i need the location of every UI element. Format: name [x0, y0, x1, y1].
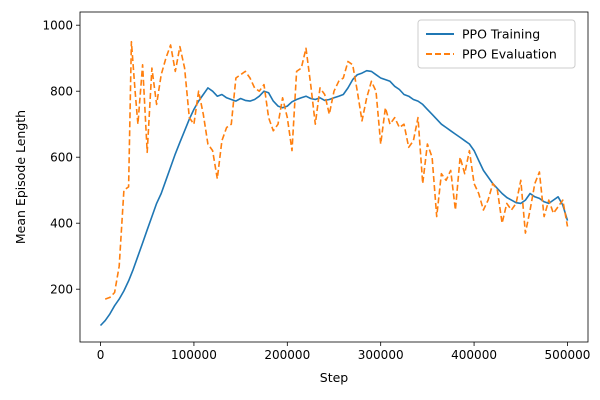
y-tick-label: 200 [50, 283, 73, 297]
y-tick-label: 800 [50, 85, 73, 99]
series-line-ppo-training [99, 69, 569, 327]
y-tick-label: 1000 [42, 19, 73, 33]
x-tick-label: 500000 [545, 348, 591, 362]
legend: PPO Training PPO Evaluation [417, 19, 576, 69]
y-axis-label: Mean Episode Length [13, 110, 28, 244]
plot-lines [99, 40, 569, 327]
legend-label-ppo-training: PPO Training [462, 27, 540, 42]
x-tick-label: 400000 [451, 348, 497, 362]
series-line-ppo-evaluation [104, 40, 569, 300]
y-tick-label: 600 [50, 151, 73, 165]
y-axis: 200 400 600 800 1000 [42, 19, 80, 297]
x-tick-label: 100000 [171, 348, 217, 362]
x-tick-label: 300000 [358, 348, 404, 362]
y-tick-label: 400 [50, 217, 73, 231]
x-axis-label: Step [320, 370, 349, 385]
plot-frame [79, 11, 589, 343]
x-tick-label: 0 [97, 348, 105, 362]
x-axis: 0 100000 200000 300000 400000 500000 [97, 342, 591, 362]
legend-label-ppo-evaluation: PPO Evaluation [462, 47, 557, 62]
x-tick-label: 200000 [264, 348, 310, 362]
legend-box [417, 19, 576, 69]
